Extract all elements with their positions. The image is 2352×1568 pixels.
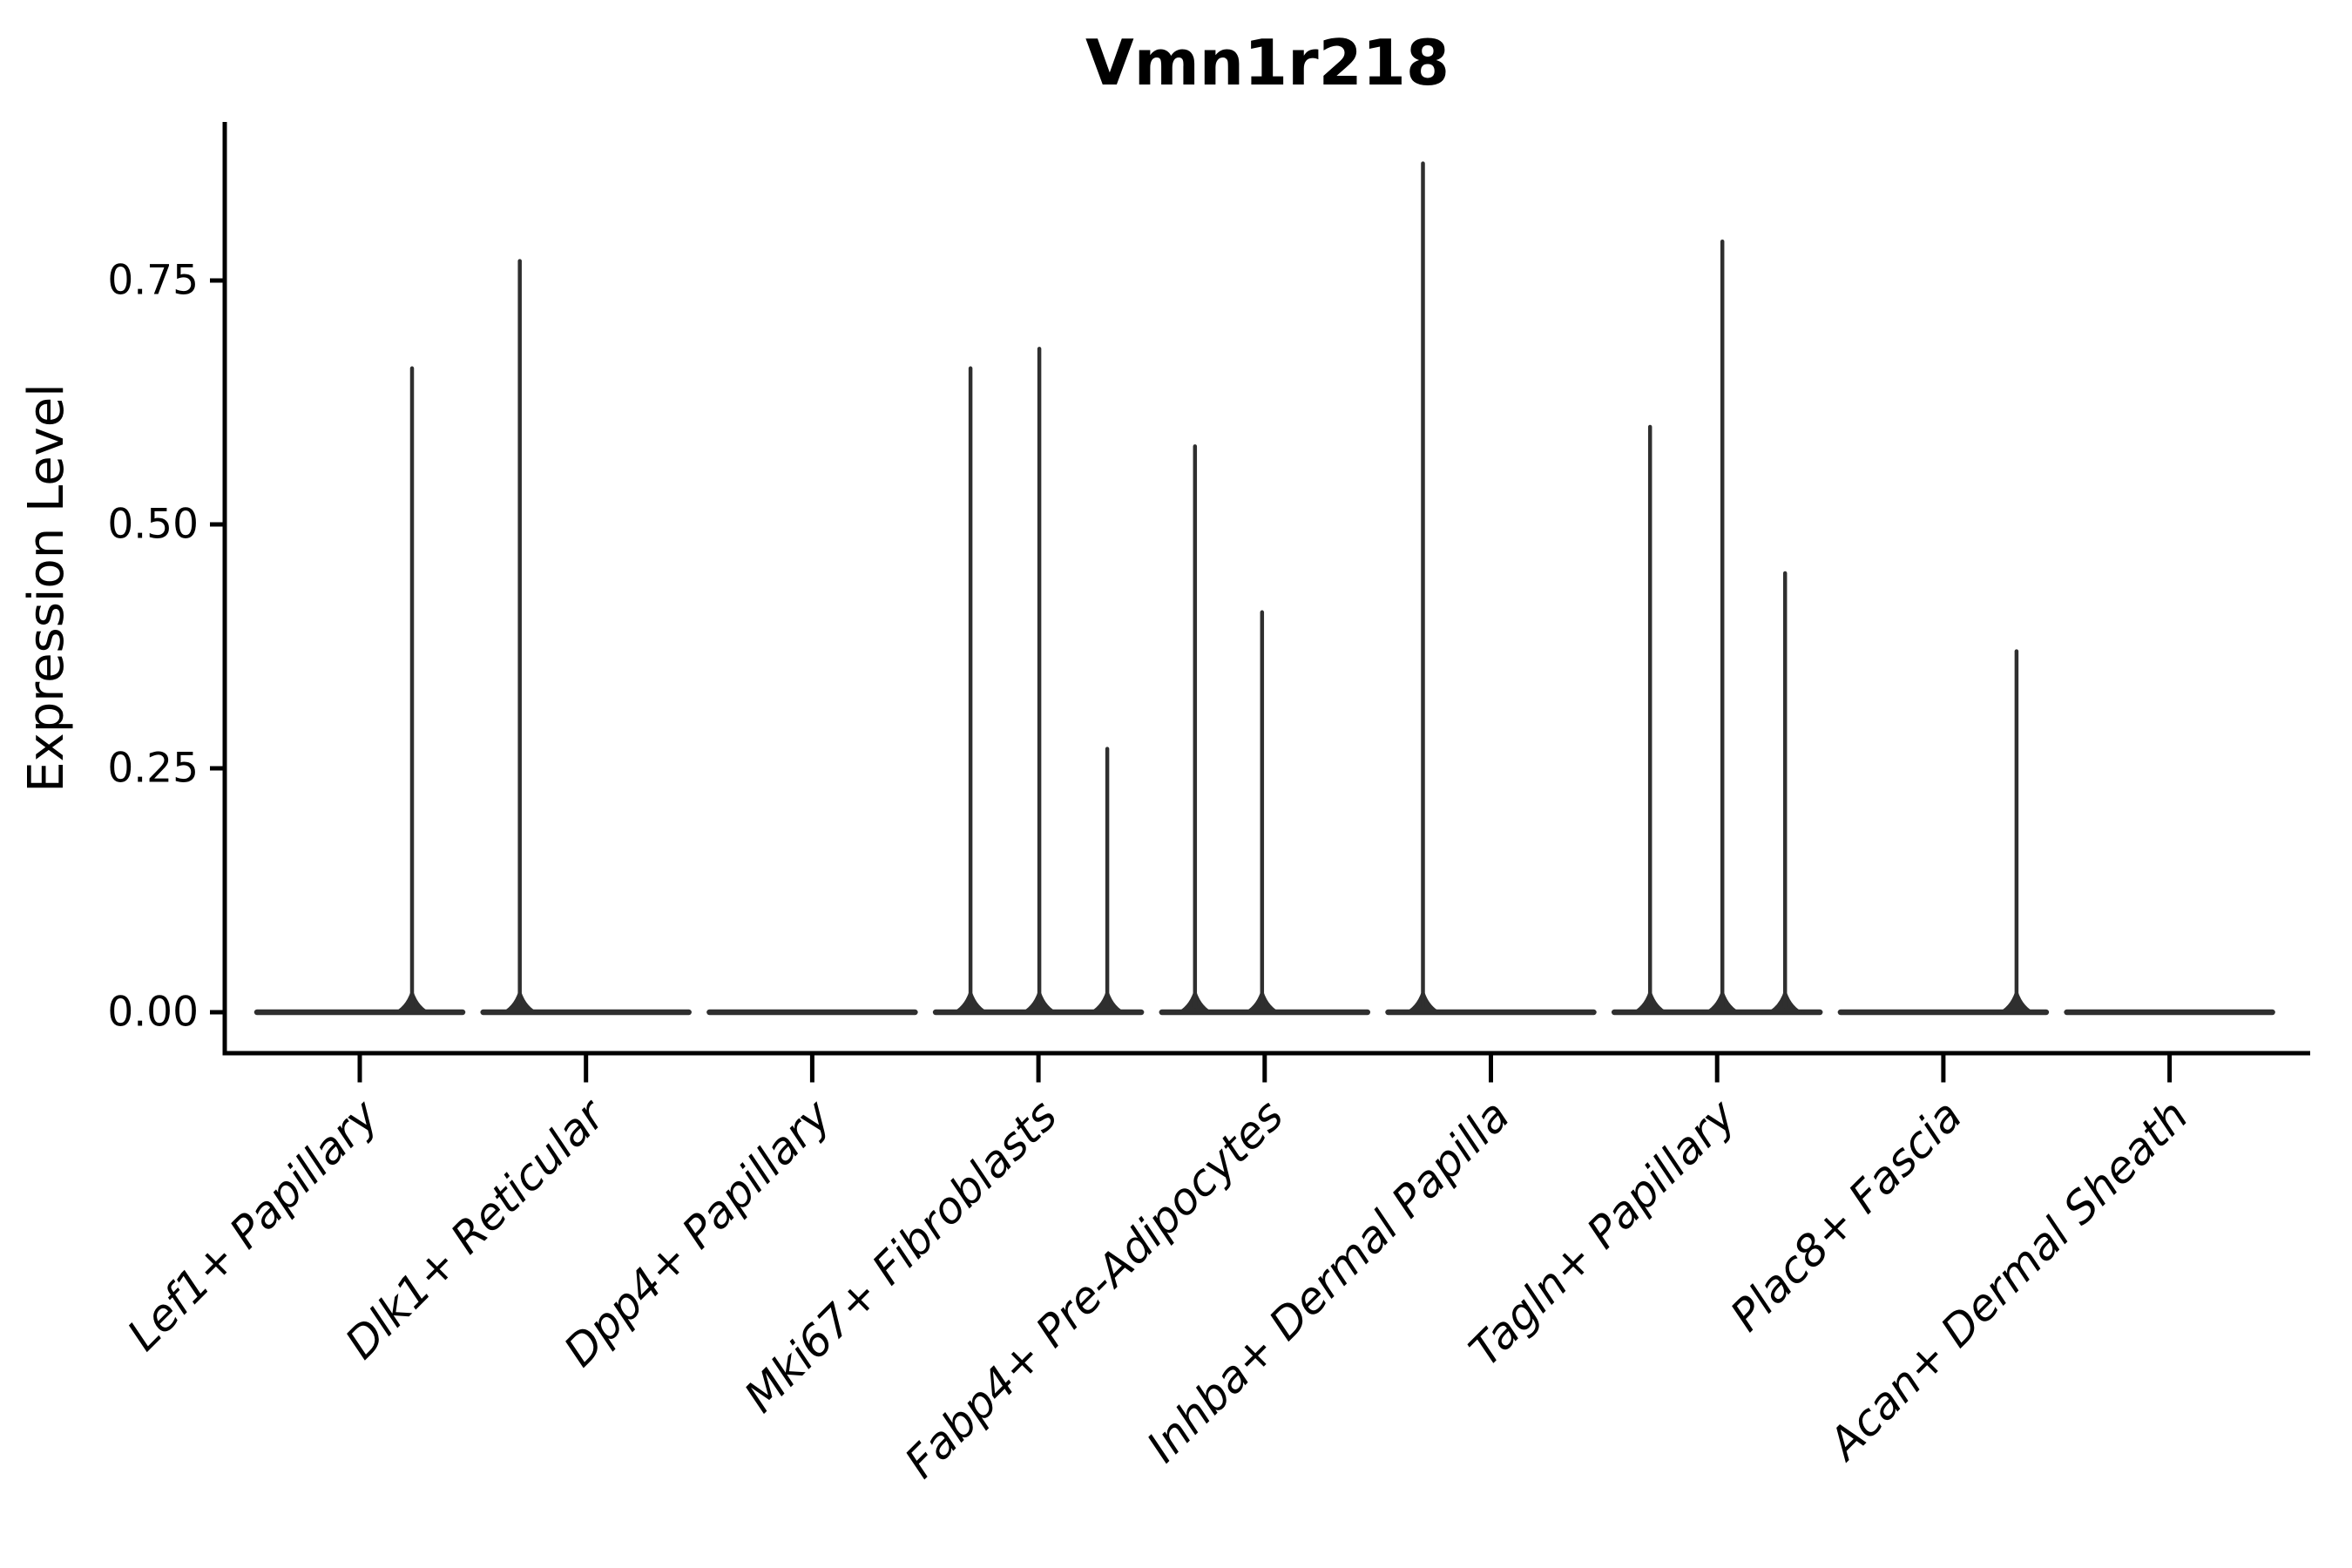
violins-layer: [253, 161, 2275, 1016]
y-tick-label: 0.25: [107, 745, 199, 793]
y-tick-label: 0.75: [107, 257, 199, 305]
chart-title: Vmn1r218: [1085, 26, 1450, 99]
violin-group: [932, 347, 1145, 1016]
violin-group: [1385, 161, 1597, 1016]
violin-group: [480, 259, 692, 1016]
violin-group: [253, 366, 466, 1016]
x-tick-label: Fabp4+ Pre-Adipocytes: [896, 1090, 1294, 1488]
axes-layer: [210, 122, 2310, 1083]
y-axis-label: Expression Level: [18, 383, 75, 793]
x-tick-label: Acan+ Dermal Sheath: [1817, 1090, 2198, 1470]
y-tick-label: 0.00: [107, 989, 199, 1037]
x-tick-label: Inhba+ Dermal Papilla: [1138, 1090, 1519, 1471]
violin-group: [1837, 649, 2050, 1016]
violin-group: [1159, 444, 1371, 1016]
y-tick-label: 0.50: [107, 501, 199, 549]
x-tick-label: Plac8+ Fascia: [1720, 1090, 1971, 1341]
violin-group: [1611, 239, 1823, 1016]
